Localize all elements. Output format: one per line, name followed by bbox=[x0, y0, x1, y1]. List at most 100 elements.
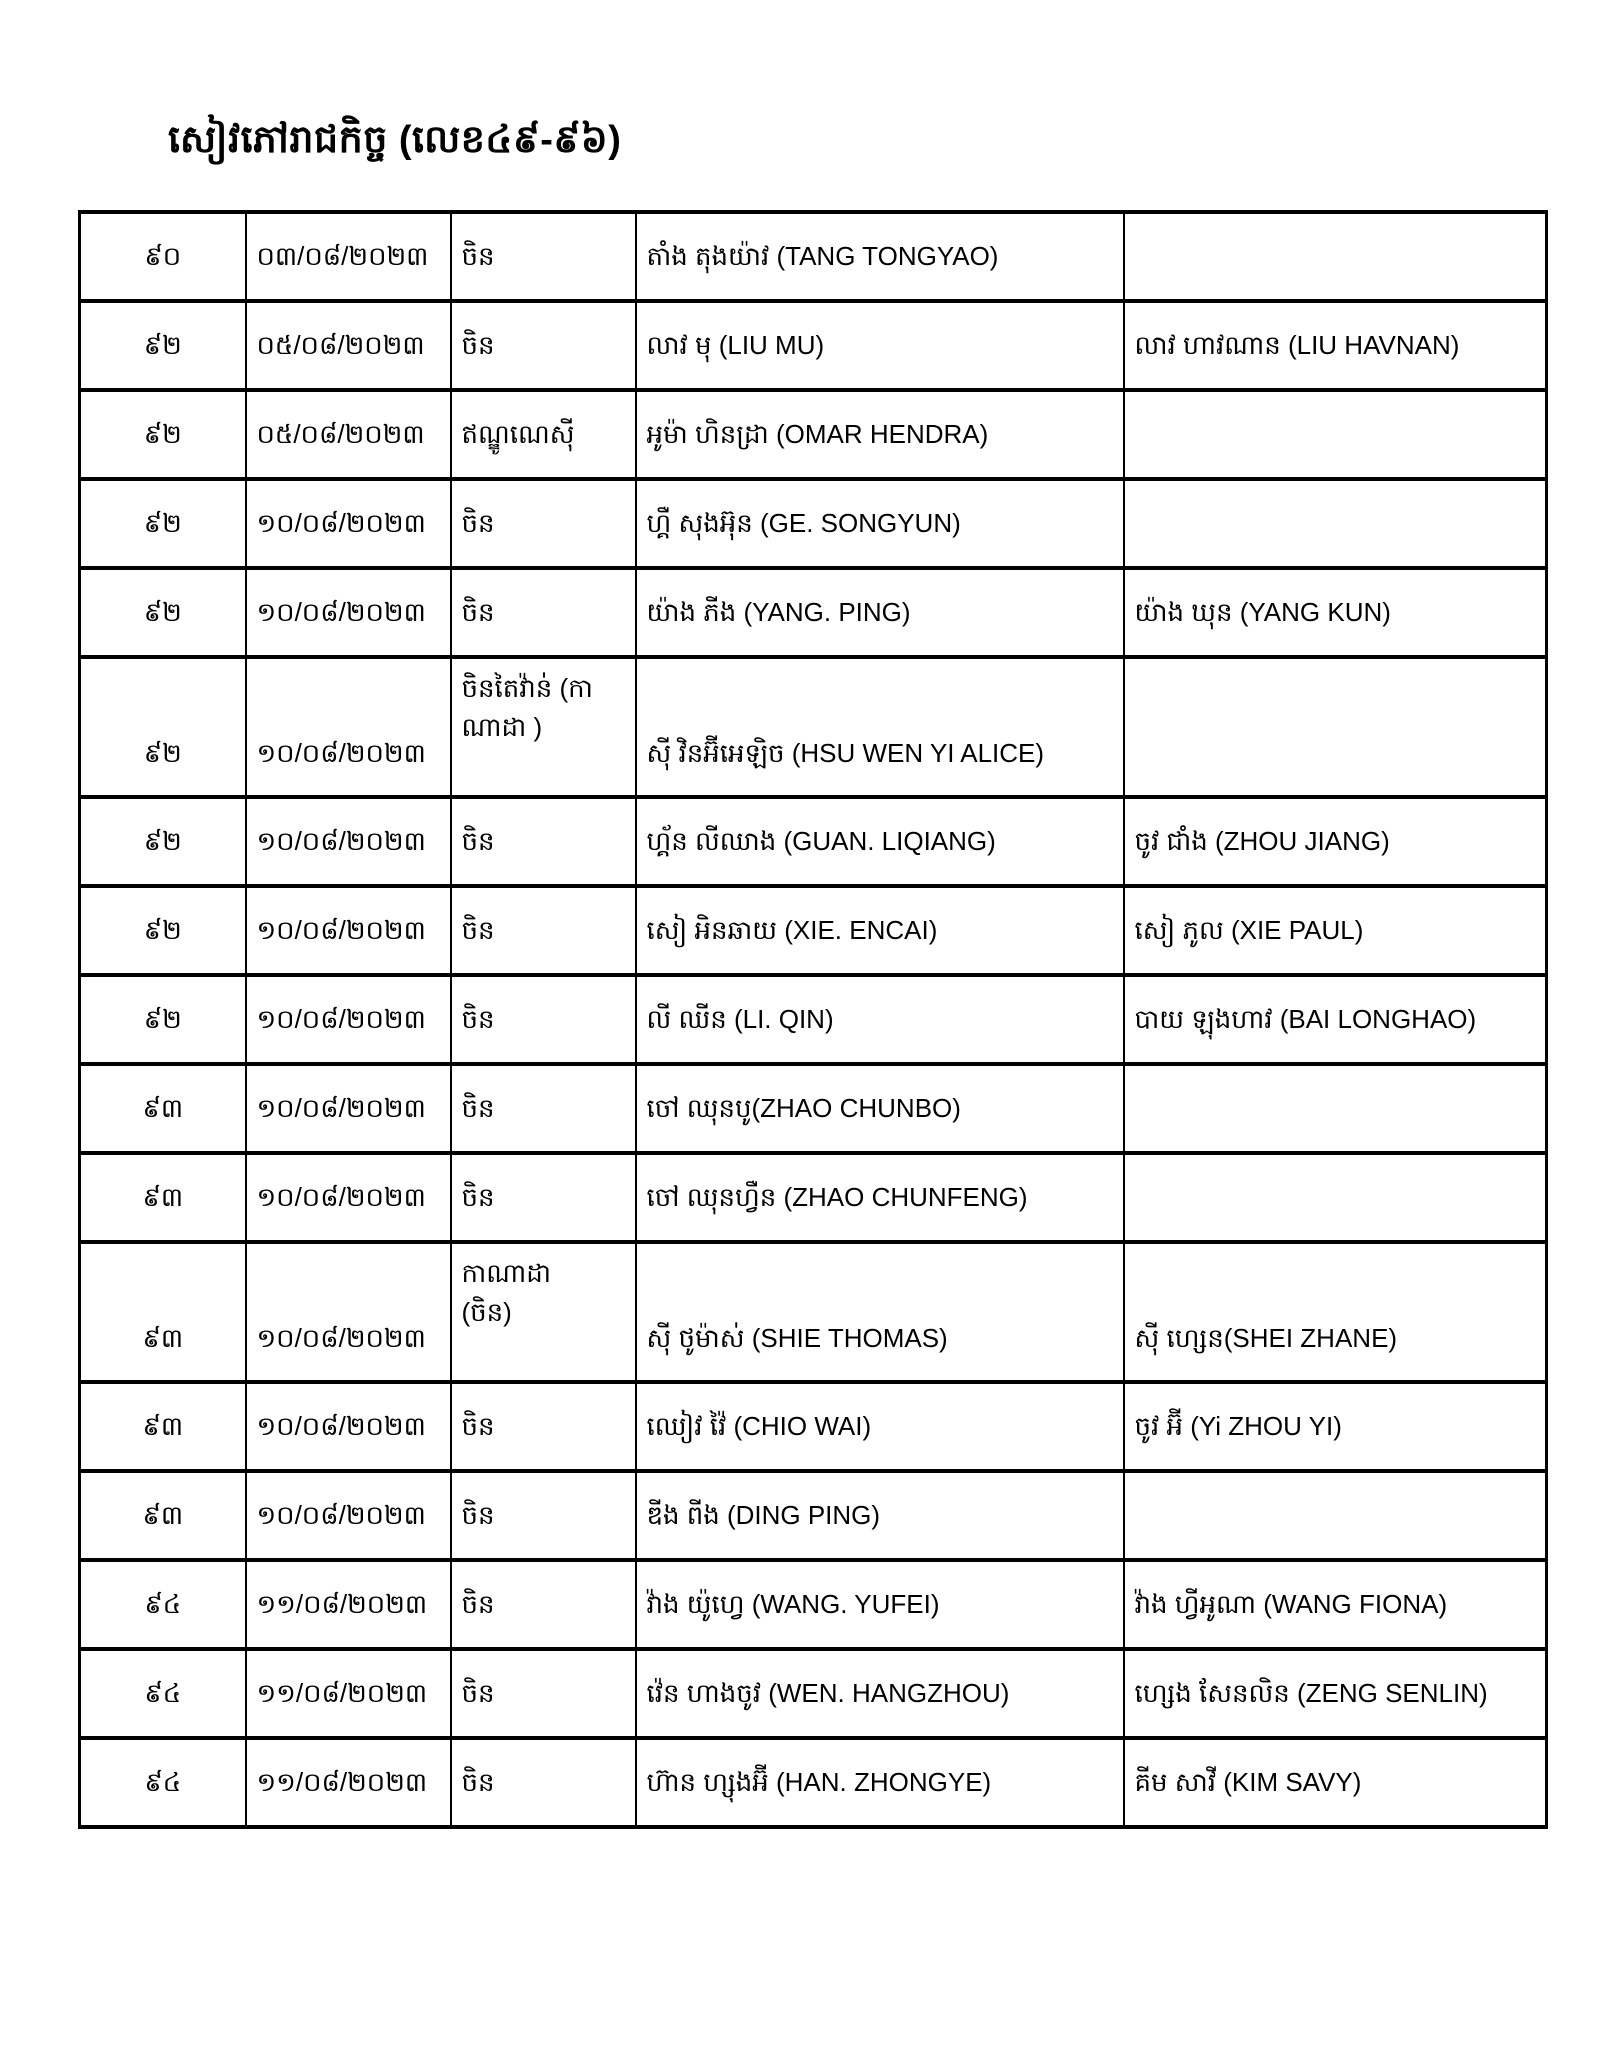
record-date-cell: ១១/០៨/២០២៣ bbox=[244, 1557, 452, 1651]
record-number-cell: ៩៣ bbox=[78, 1061, 247, 1155]
primary-name-cell: ហ្គឺ សុងអ៊ុន (GE. SONGYUN) bbox=[634, 476, 1125, 570]
record-number-cell: ៩២ bbox=[78, 476, 247, 570]
primary-name-cell: លាវ មុ (LIU MU) bbox=[634, 298, 1125, 392]
secondary-name-cell: ចូវ អ៊ី (Yi ZHOU YI) bbox=[1122, 1379, 1548, 1473]
table-row: ៩២ ១០/០៨/២០២៣ ចិន ហ្គឺ សុងអ៊ុន (GE. SONG… bbox=[78, 476, 1548, 570]
table-row: ៩០ ០៣/០៨/២០២៣ ចិន តាំង តុងយ៉ាវ (TANG TON… bbox=[78, 209, 1548, 303]
nationality-cell: ចិន bbox=[449, 794, 637, 888]
primary-name-cell: លី ឈីន (LI. QIN) bbox=[634, 972, 1125, 1066]
primary-name-cell: ចៅ ឈុនបូ(ZHAO CHUNBO) bbox=[634, 1061, 1125, 1155]
record-date-cell: ១១/០៨/២០២៣ bbox=[244, 1735, 452, 1829]
secondary-name-cell: បាយ ឡុងហាវ (BAI LONGHAO) bbox=[1122, 972, 1548, 1066]
secondary-name-cell: សៀ ភូល (XIE PAUL) bbox=[1122, 883, 1548, 977]
primary-name-cell: យ៉ាង ភីង (YANG. PING) bbox=[634, 565, 1125, 659]
record-date-cell: ១០/០៨/២០២៣ bbox=[244, 1468, 452, 1562]
table-row: ៩៣ ១០/០៨/២០២៣ ចិន ចៅ ឈុនហ្វឺន (ZHAO CHUN… bbox=[78, 1150, 1548, 1244]
record-number-cell: ៩២ bbox=[78, 298, 247, 392]
secondary-name-cell bbox=[1122, 1061, 1548, 1155]
table-row: ៩៣ ១០/០៨/២០២៣ ចិន ចៅ ឈុនបូ(ZHAO CHUNBO) bbox=[78, 1061, 1548, 1155]
primary-name-cell: អូម៉ា ហិនដ្រា (OMAR HENDRA) bbox=[634, 387, 1125, 481]
record-date-cell: ១០/០៨/២០២៣ bbox=[244, 972, 452, 1066]
record-number-cell: ៩២ bbox=[78, 972, 247, 1066]
table-row: ៩៣ ១០/០៨/២០២៣ ចិន ឈៀវ វ៉ៃ (CHIO WAI) ចូវ… bbox=[78, 1379, 1548, 1473]
secondary-name-cell bbox=[1122, 654, 1548, 799]
nationality-cell: ចិន bbox=[449, 1557, 637, 1651]
record-date-cell: ១០/០៨/២០២៣ bbox=[244, 1379, 452, 1473]
nationality-cell: ចិន bbox=[449, 298, 637, 392]
record-number-cell: ៩៤ bbox=[78, 1735, 247, 1829]
record-date-cell: ០៣/០៨/២០២៣ bbox=[244, 209, 452, 303]
table-row: ៩៣ ១០/០៨/២០២៣ កាណាដា (ចិន) ស៊ី ថូម៉ាស់ (… bbox=[78, 1239, 1548, 1384]
nationality-cell: ចិន bbox=[449, 1735, 637, 1829]
table-row: ៩២ ១០/០៨/២០២៣ ចិន យ៉ាង ភីង (YANG. PING) … bbox=[78, 565, 1548, 659]
record-date-cell: ១០/០៨/២០២៣ bbox=[244, 1150, 452, 1244]
nationality-cell: ចិនតៃវ៉ាន់ (កា ណាដា ) bbox=[449, 654, 637, 799]
record-number-cell: ៩២ bbox=[78, 794, 247, 888]
primary-name-cell: ឌីង ពីង (DING PING) bbox=[634, 1468, 1125, 1562]
secondary-name-cell bbox=[1122, 1150, 1548, 1244]
secondary-name-cell bbox=[1122, 387, 1548, 481]
secondary-name-cell: ស៊ី ហ្សេន(SHEI ZHANE) bbox=[1122, 1239, 1548, 1384]
table-row: ៩២ ០៥/០៨/២០២៣ ចិន លាវ មុ (LIU MU) លាវ ហា… bbox=[78, 298, 1548, 392]
record-date-cell: ១០/០៨/២០២៣ bbox=[244, 1061, 452, 1155]
primary-name-cell: ឈៀវ វ៉ៃ (CHIO WAI) bbox=[634, 1379, 1125, 1473]
primary-name-cell: តាំង តុងយ៉ាវ (TANG TONGYAO) bbox=[634, 209, 1125, 303]
primary-name-cell: ហ៊ាន ហ្សុងអ៊ី (HAN. ZHONGYE) bbox=[634, 1735, 1125, 1829]
secondary-name-cell: ចូវ ជាំង (ZHOU JIANG) bbox=[1122, 794, 1548, 888]
record-number-cell: ៩៣ bbox=[78, 1468, 247, 1562]
secondary-name-cell bbox=[1122, 1468, 1548, 1562]
secondary-name-cell bbox=[1122, 209, 1548, 303]
primary-name-cell: វ៉ាង យ៉ូហ្វេ (WANG. YUFEI) bbox=[634, 1557, 1125, 1651]
record-number-cell: ៩៣ bbox=[78, 1150, 247, 1244]
record-date-cell: ១០/០៨/២០២៣ bbox=[244, 476, 452, 570]
visa-table-body: ៩០ ០៣/០៨/២០២៣ ចិន តាំង តុងយ៉ាវ (TANG TON… bbox=[78, 209, 1548, 1829]
record-date-cell: ១១/០៨/២០២៣ bbox=[244, 1646, 452, 1740]
record-number-cell: ៩២ bbox=[78, 387, 247, 481]
record-date-cell: ១០/០៨/២០២៣ bbox=[244, 794, 452, 888]
nationality-cell: ចិន bbox=[449, 1379, 637, 1473]
page-title: សៀវភៅរាជកិច្ច (លេខ៤៩-៩៦) bbox=[168, 119, 622, 161]
table-row: ៩៣ ១០/០៨/២០២៣ ចិន ឌីង ពីង (DING PING) bbox=[78, 1468, 1548, 1562]
secondary-name-cell: វ៉ាង ហ្វីអូណា (WANG FIONA) bbox=[1122, 1557, 1548, 1651]
table-row: ៩៤ ១១/០៨/២០២៣ ចិន ហ៊ាន ហ្សុងអ៊ី (HAN. ZH… bbox=[78, 1735, 1548, 1829]
visa-records-table: ៩០ ០៣/០៨/២០២៣ ចិន តាំង តុងយ៉ាវ (TANG TON… bbox=[78, 209, 1548, 1829]
record-date-cell: ១០/០៨/២០២៣ bbox=[244, 1239, 452, 1384]
nationality-cell: ចិន bbox=[449, 1646, 637, 1740]
primary-name-cell: ចៅ ឈុនហ្វឺន (ZHAO CHUNFENG) bbox=[634, 1150, 1125, 1244]
table-row: ៩២ ១០/០៨/២០២៣ ចិន លី ឈីន (LI. QIN) បាយ ឡ… bbox=[78, 972, 1548, 1066]
nationality-cell: ចិន bbox=[449, 209, 637, 303]
primary-name-cell: ស៊ី ថូម៉ាស់ (SHIE THOMAS) bbox=[634, 1239, 1125, 1384]
nationality-cell: ចិន bbox=[449, 1468, 637, 1562]
record-date-cell: ០៥/០៨/២០២៣ bbox=[244, 298, 452, 392]
primary-name-cell: វ៉េន ហាងចូវ (WEN. HANGZHOU) bbox=[634, 1646, 1125, 1740]
record-date-cell: ០៥/០៨/២០២៣ bbox=[244, 387, 452, 481]
record-number-cell: ៩៤ bbox=[78, 1557, 247, 1651]
record-number-cell: ៩៣ bbox=[78, 1239, 247, 1384]
table-row: ៩៤ ១១/០៨/២០២៣ ចិន វ៉ាង យ៉ូហ្វេ (WANG. YU… bbox=[78, 1557, 1548, 1651]
primary-name-cell: សៀ អិនឆាយ (XIE. ENCAI) bbox=[634, 883, 1125, 977]
record-number-cell: ៩២ bbox=[78, 654, 247, 799]
record-date-cell: ១០/០៨/២០២៣ bbox=[244, 654, 452, 799]
nationality-cell: ចិន bbox=[449, 972, 637, 1066]
nationality-cell: ចិន bbox=[449, 476, 637, 570]
record-date-cell: ១០/០៨/២០២៣ bbox=[244, 565, 452, 659]
secondary-name-cell bbox=[1122, 476, 1548, 570]
table-row: ៩៤ ១១/០៨/២០២៣ ចិន វ៉េន ហាងចូវ (WEN. HANG… bbox=[78, 1646, 1548, 1740]
record-number-cell: ៩៣ bbox=[78, 1379, 247, 1473]
table-row: ៩២ ១០/០៨/២០២៣ ចិន សៀ អិនឆាយ (XIE. ENCAI)… bbox=[78, 883, 1548, 977]
record-number-cell: ៩២ bbox=[78, 565, 247, 659]
table-row: ៩២ ១០/០៨/២០២៣ ចិនតៃវ៉ាន់ (កា ណាដា ) ស៊ី … bbox=[78, 654, 1548, 799]
table-row: ៩២ ១០/០៨/២០២៣ ចិន ហ្គ័ន លីឈាង (GUAN. LIQ… bbox=[78, 794, 1548, 888]
primary-name-cell: ស៊ី វិនអ៊ីអេឡិច (HSU WEN YI ALICE) bbox=[634, 654, 1125, 799]
secondary-name-cell: យ៉ាង ឃុន (YANG KUN) bbox=[1122, 565, 1548, 659]
primary-name-cell: ហ្គ័ន លីឈាង (GUAN. LIQIANG) bbox=[634, 794, 1125, 888]
secondary-name-cell: ហ្សេង សែនលិន (ZENG SENLIN) bbox=[1122, 1646, 1548, 1740]
record-number-cell: ៩២ bbox=[78, 883, 247, 977]
nationality-cell: ឥណ្ឌូណេស៊ី bbox=[449, 387, 637, 481]
record-date-cell: ១០/០៨/២០២៣ bbox=[244, 883, 452, 977]
nationality-cell: ចិន bbox=[449, 565, 637, 659]
secondary-name-cell: លាវ ហាវណាន (LIU HAVNAN) bbox=[1122, 298, 1548, 392]
table-row: ៩២ ០៥/០៨/២០២៣ ឥណ្ឌូណេស៊ី អូម៉ា ហិនដ្រា (… bbox=[78, 387, 1548, 481]
record-number-cell: ៩០ bbox=[78, 209, 247, 303]
